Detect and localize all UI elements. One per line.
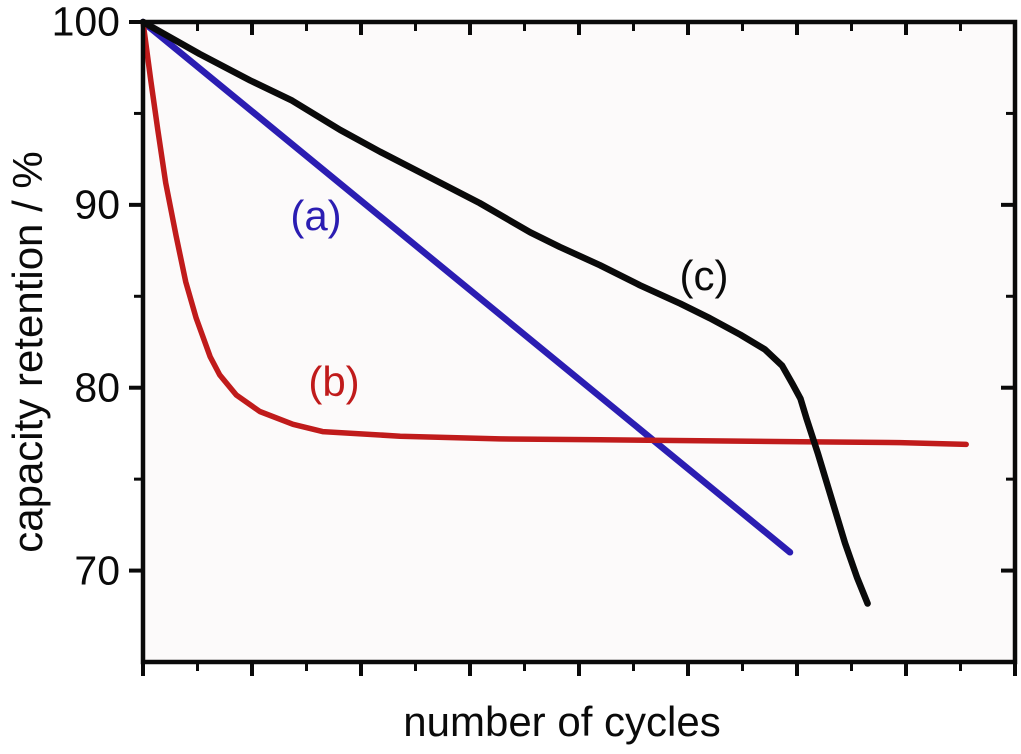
curve-c-line xyxy=(139,18,871,607)
y-tick-label-70: 70 xyxy=(74,547,120,594)
x-axis-title: number of cycles xyxy=(403,698,721,745)
y-tick-label-80: 80 xyxy=(74,364,120,411)
y-axis-title: capacity retention / % xyxy=(4,151,51,553)
series-label-b: (b) xyxy=(308,358,360,405)
series-label-a: (a) xyxy=(290,192,342,239)
curve-a-line xyxy=(139,18,794,556)
series-label-c: (c) xyxy=(679,252,729,299)
curve-b-line xyxy=(140,19,969,448)
y-tick-label-100: 100 xyxy=(51,0,120,45)
y-tick-label-90: 90 xyxy=(74,181,120,228)
plot-background xyxy=(143,22,1015,662)
